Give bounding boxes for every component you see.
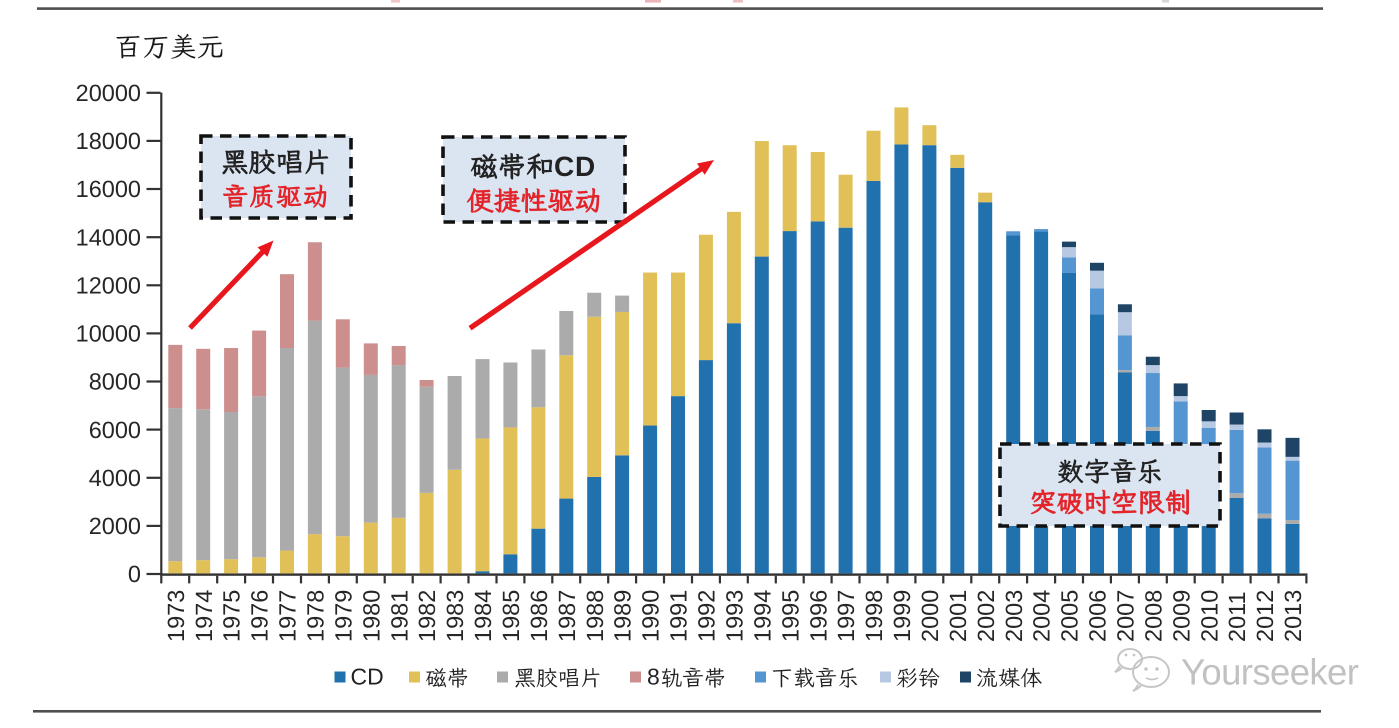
svg-text:2012: 2012: [1252, 590, 1278, 642]
svg-text:1981: 1981: [386, 590, 412, 642]
svg-text:1993: 1993: [722, 590, 748, 642]
svg-text:2002: 2002: [973, 590, 999, 642]
svg-text:2001: 2001: [945, 590, 971, 642]
svg-text:2007: 2007: [1113, 590, 1139, 642]
svg-text:2008: 2008: [1140, 590, 1166, 642]
svg-text:1977: 1977: [275, 590, 301, 642]
svg-text:2013: 2013: [1280, 590, 1306, 642]
svg-text:1979: 1979: [330, 590, 356, 642]
svg-text:2004: 2004: [1029, 590, 1055, 642]
svg-text:1987: 1987: [554, 590, 580, 642]
svg-text:1995: 1995: [777, 590, 803, 642]
svg-text:1973: 1973: [163, 590, 189, 642]
svg-text:1991: 1991: [666, 590, 692, 642]
svg-text:1999: 1999: [889, 590, 915, 642]
svg-text:12000: 12000: [76, 273, 141, 299]
svg-text:1984: 1984: [470, 590, 496, 642]
svg-text:2000: 2000: [89, 513, 141, 539]
svg-text:1990: 1990: [638, 590, 664, 642]
svg-text:0: 0: [128, 561, 141, 587]
svg-text:10000: 10000: [76, 321, 141, 347]
svg-text:1998: 1998: [861, 590, 887, 642]
svg-text:1978: 1978: [303, 590, 329, 642]
svg-text:Yourseeker: Yourseeker: [1181, 652, 1359, 693]
svg-text:1992: 1992: [694, 590, 720, 642]
svg-text:2005: 2005: [1057, 590, 1083, 642]
svg-text:14000: 14000: [76, 224, 141, 250]
svg-text:1989: 1989: [610, 590, 636, 642]
svg-text:2000: 2000: [917, 590, 943, 642]
svg-text:6000: 6000: [89, 417, 141, 443]
svg-text:1980: 1980: [358, 590, 384, 642]
svg-text:CD: CD: [554, 151, 596, 182]
svg-text:4000: 4000: [89, 465, 141, 491]
svg-text:2003: 2003: [1001, 590, 1027, 642]
svg-text:2010: 2010: [1196, 590, 1222, 642]
svg-text:1974: 1974: [191, 590, 217, 642]
svg-text:2011: 2011: [1224, 591, 1250, 642]
svg-text:16000: 16000: [76, 176, 141, 202]
svg-text:1976: 1976: [247, 590, 273, 642]
svg-text:2006: 2006: [1085, 590, 1111, 642]
svg-text:1997: 1997: [833, 590, 859, 642]
svg-text:1985: 1985: [498, 590, 524, 642]
svg-text:1988: 1988: [582, 590, 608, 642]
svg-text:2009: 2009: [1168, 590, 1194, 642]
svg-text:20000: 20000: [76, 80, 141, 106]
svg-text:18000: 18000: [76, 128, 141, 154]
svg-text:1975: 1975: [219, 590, 245, 642]
svg-text:1996: 1996: [805, 590, 831, 642]
svg-text:8: 8: [647, 664, 660, 690]
svg-text:1994: 1994: [749, 590, 775, 642]
svg-text:8000: 8000: [89, 369, 141, 395]
svg-text:1986: 1986: [526, 590, 552, 642]
svg-text:1983: 1983: [442, 590, 468, 642]
svg-text:1982: 1982: [414, 590, 440, 642]
svg-text:CD: CD: [351, 664, 384, 690]
